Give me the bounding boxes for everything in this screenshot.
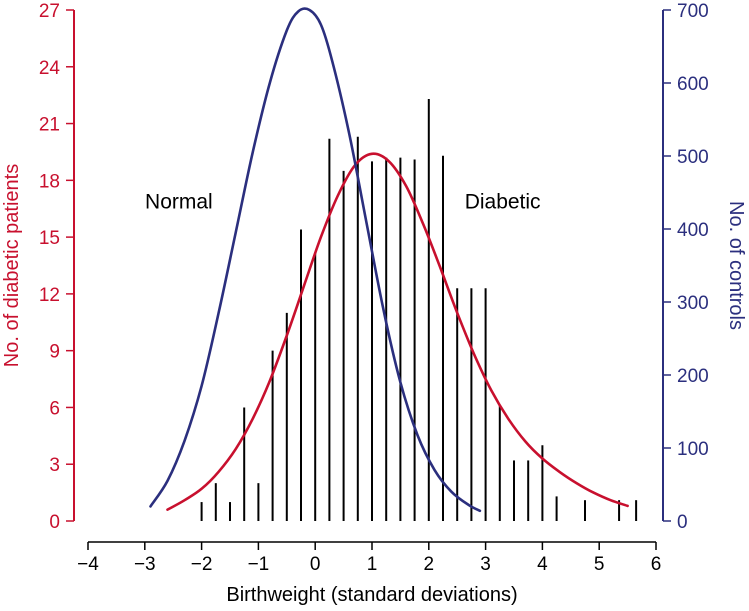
y-left-tick-label: 9 [49,342,60,363]
x-axis-title: Birthweight (standard deviations) [226,584,517,606]
x-tick-label: 6 [651,554,662,575]
y-left-tick-label: 12 [39,285,60,306]
y-right-tick-label: 0 [677,512,688,533]
x-tick-label: 5 [594,554,605,575]
annotation-normal: Normal [145,191,213,214]
diabetic-bars [200,98,638,521]
y-right-tick-label: 600 [677,74,709,95]
x-tick-label: −4 [77,554,99,575]
y-right-tick-label: 500 [677,147,709,168]
x-tick-label: −1 [248,554,270,575]
x-tick-label: 2 [424,554,435,575]
x-tick-label: 3 [480,554,491,575]
y-right-tick-label: 300 [677,293,709,314]
y-left-tick-label: 18 [39,171,60,192]
y-left-tick-label: 27 [39,1,60,22]
annotation-diabetic: Diabetic [465,191,541,214]
diabetic-curve [166,152,629,511]
y-right-tick-label: 700 [677,1,709,22]
x-tick-label: −2 [191,554,213,575]
y-axis-right-title: No. of controls [725,201,747,330]
density-curves [149,7,629,513]
x-tick-label: −3 [134,554,156,575]
y-axis-left-title: No. of diabetic patients [1,164,23,367]
y-right-tick-label: 400 [677,220,709,241]
y-left-tick-label: 15 [39,228,60,249]
tick-labels: 03691215182124270100200300400500600700−4… [39,1,709,575]
y-right-tick-label: 200 [677,366,709,387]
y-left-tick-label: 24 [39,58,61,79]
y-left-tick-label: 21 [39,115,60,136]
x-tick-label: 4 [537,554,548,575]
x-tick-label: 0 [310,554,321,575]
normal-curve [149,7,482,513]
axes [66,9,671,550]
y-left-tick-label: 0 [49,512,60,533]
y-right-tick-label: 100 [677,439,709,460]
y-left-tick-label: 6 [49,398,60,419]
x-tick-label: 1 [367,554,378,575]
y-left-tick-label: 3 [49,455,60,476]
